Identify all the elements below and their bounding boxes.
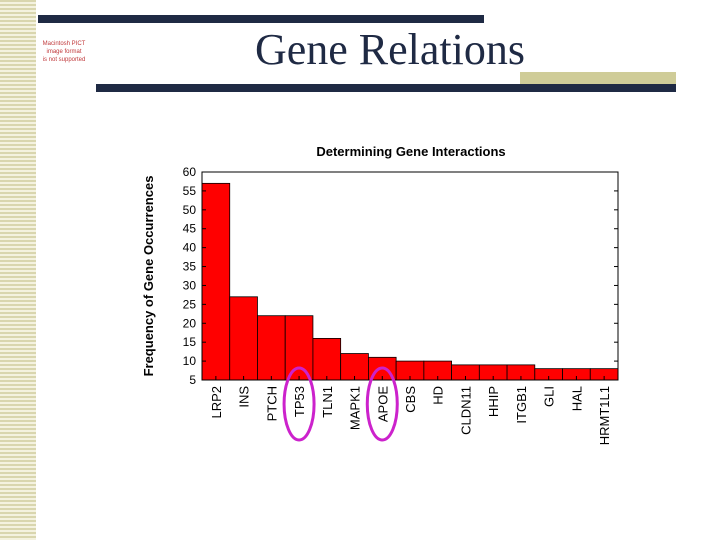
x-tick-label: ITGB1	[514, 386, 529, 424]
slide-title: Gene Relations	[254, 25, 526, 74]
placeholder-line: is not supported	[42, 57, 86, 63]
x-tick-label: GLI	[542, 386, 557, 407]
x-tick-label: CBS	[403, 386, 418, 413]
bar	[229, 296, 258, 381]
y-tick-label: 30	[183, 278, 197, 292]
y-tick-label: 35	[183, 260, 197, 274]
x-tick-label: TP53	[292, 386, 307, 417]
plot-area: 5 10 15 20 25 30 35 40 45 50 55 60 LRP2 INS PTCH TP53 TL…	[183, 165, 619, 445]
y-tick-label: 25	[183, 297, 197, 311]
y-tick-label: 15	[183, 335, 197, 349]
title-bottom-rule	[96, 84, 676, 92]
x-tick-label: PTCH	[264, 386, 279, 421]
y-tick-label: 20	[183, 316, 197, 330]
decorative-stripe	[0, 0, 36, 540]
x-tick-label: HRMT1L1	[597, 386, 612, 445]
highlight-circle	[282, 366, 316, 442]
bar	[284, 315, 314, 381]
x-tick-label: HAL	[569, 386, 584, 411]
x-tick-label: HHIP	[486, 386, 501, 417]
y-axis-label: Frequency of Gene Occurrences	[141, 176, 156, 377]
y-tick-label: 40	[183, 241, 197, 255]
y-tick-label: 5	[189, 373, 196, 387]
y-tick-label: 60	[183, 165, 197, 179]
y-tick-label: 55	[183, 184, 197, 198]
x-tick-label: INS	[237, 386, 252, 408]
x-tick-label: CLDN11	[458, 386, 473, 435]
x-tick-label: LRP2	[209, 386, 224, 419]
y-tick-label: 50	[183, 203, 197, 217]
placeholder-line: Macintosh PICT	[42, 41, 86, 47]
x-tick-label: APOE	[375, 386, 390, 422]
highlight-circle	[365, 366, 399, 442]
y-tick-label: 45	[183, 222, 197, 236]
placeholder-line: image format	[46, 49, 82, 55]
bar	[201, 182, 231, 381]
chart-title: Determining Gene Interactions	[316, 144, 505, 159]
image-placeholder-note: Macintosh PICT image format is not suppo…	[40, 40, 88, 64]
bar	[312, 337, 342, 381]
x-tick-label: MAPK1	[348, 386, 363, 430]
x-tick-label: TLN1	[320, 386, 335, 418]
y-tick-label: 10	[183, 354, 197, 368]
x-tick-label: HD	[431, 386, 446, 405]
title-top-rule	[38, 15, 484, 23]
bar	[257, 315, 286, 381]
